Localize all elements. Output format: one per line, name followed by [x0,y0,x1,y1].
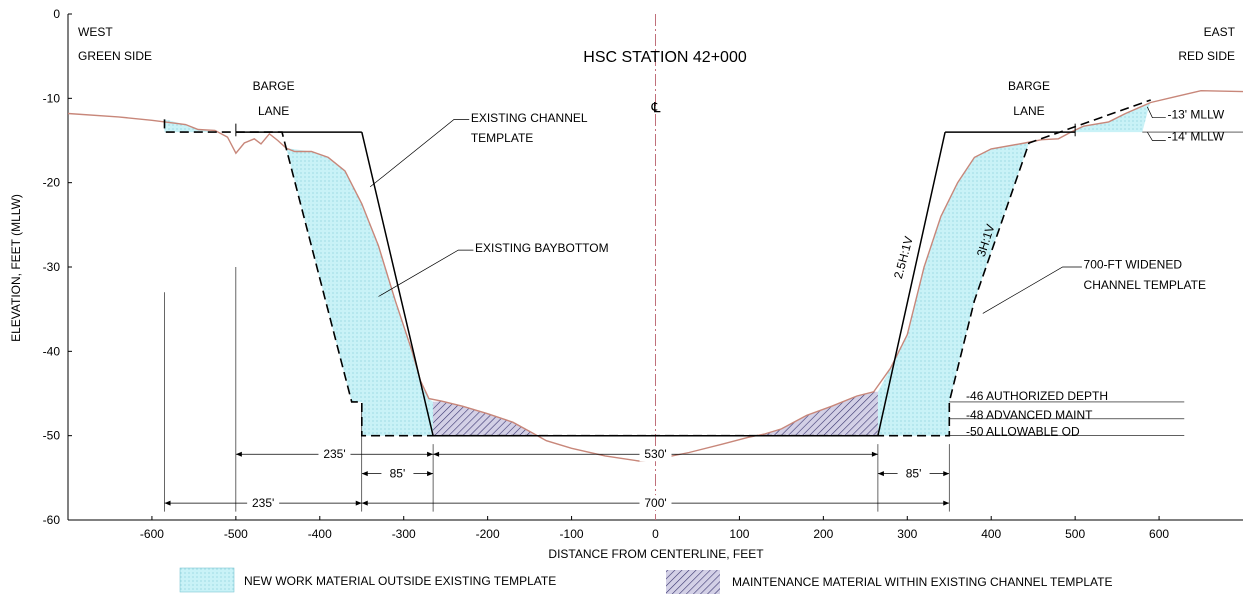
dimension-label: 85' [906,467,922,481]
legend-swatch-new-work [179,567,235,593]
y-tick-label: 0 [53,7,60,21]
template-lines [67,14,1243,520]
maintenance-region [433,401,534,436]
x-tick-label: 400 [981,527,1001,541]
leader-line [378,249,474,297]
legend: NEW WORK MATERIAL OUTSIDE EXISTING TEMPL… [179,567,1113,594]
legend-swatch-maintenance [666,570,720,594]
dimension-arrow [427,451,434,457]
dimension-arrow [943,500,950,506]
dimension-label: 85' [390,467,406,481]
x-tick-label: -200 [476,527,500,541]
leader-line [1146,106,1166,119]
dimension-label-bg [318,446,351,462]
annotation-label: -46 AUTHORIZED DEPTH [966,389,1108,403]
east-label: EAST [1204,25,1236,39]
plot-frame: -600 -500 -400 -300 -200 -100 0 100 200 300 400 500… [43,7,1243,541]
dimension-label-bg [381,465,414,481]
annotation-label: -48 ADVANCED MAINT [966,408,1093,422]
dimension-label-bg [247,495,280,511]
centerline-symbol: ℄ [651,99,661,115]
new-work-region [1070,100,1151,133]
dimension-label: 235' [323,447,345,461]
x-tick-label: -400 [308,527,332,541]
annotation-label: LANE [258,104,289,118]
annotation-label: -13' MLLW [1167,108,1224,122]
dimension-label-bg [639,495,672,511]
x-tick-label: 0 [652,527,659,541]
dimension-lines: 235' 85' 530' 85' 235' 700' [164,267,950,512]
new-work-region [164,119,215,133]
annotation-label: TEMPLATE [471,131,533,145]
annotation-label: -14' MLLW [1167,130,1224,144]
maintenance-region [756,391,878,436]
dimension-label-bg [639,446,672,462]
annotation-label: CHANNEL TEMPLATE [1084,278,1206,292]
leader-line [982,266,1082,314]
dimension-label: 700' [644,496,666,510]
dimension-arrow [871,451,878,457]
annotation-label: LANE [1013,104,1044,118]
dimension-arrow [164,500,171,506]
y-axis-title: ELEVATION, FEET (MLLW) [9,194,23,342]
annotation-labels: BARGE LANE BARGE LANE EXISTING CHANNEL TEMPLA… [253,79,1225,439]
annotation-label: EXISTING CHANNEL [471,111,588,125]
leader-line [1147,131,1166,141]
existing-channel-template-line [361,131,946,437]
dimension-arrow [235,451,242,457]
x-tick-label: 200 [813,527,833,541]
legend-label-new-work: NEW WORK MATERIAL OUTSIDE EXISTING TEMPL… [244,574,556,588]
new-work-region [877,143,1029,436]
dimension-arrow [943,471,950,477]
dimension-arrow [361,500,368,506]
y-tick-label: -60 [43,513,61,527]
y-tick-label: -40 [43,344,61,358]
x-tick-label: 600 [1149,527,1169,541]
dimension-label-bg [897,465,930,481]
material-fills [164,100,1151,436]
dimension-arrow [427,471,434,477]
y-tick-label: -10 [43,91,61,105]
y-tick-label: -20 [43,176,61,190]
slope-label: 2.5H:1V [891,235,916,281]
annotation-label: 700-FT WIDENED [1084,258,1183,272]
dimension-arrow [361,471,368,477]
annotation-label: BARGE [1008,79,1050,93]
x-tick-label: 500 [1065,527,1085,541]
y-tick-label: -30 [43,260,61,274]
x-tick-label: 300 [897,527,917,541]
x-axis-title: DISTANCE FROM CENTERLINE, FEET [548,547,764,561]
legend-label-maintenance: MAINTENANCE MATERIAL WITHIN EXISTING CHA… [732,575,1113,589]
x-tick-label: -300 [392,527,416,541]
annotation-label: -50 ALLOWABLE OD [966,425,1080,439]
x-tick-label: -600 [140,527,164,541]
east-side-label: RED SIDE [1178,49,1235,63]
dimension-label: 530' [644,447,666,461]
annotation-label: EXISTING BAYBOTTOM [475,241,609,255]
annotation-label: BARGE [253,79,295,93]
existing-baybottom-line [67,89,1243,462]
dimension-arrow [877,471,884,477]
dimension-arrow [355,500,362,506]
plot-title: HSC STATION 42+000 [583,49,747,66]
dimension-arrow [433,451,440,457]
x-tick-label: 100 [729,527,749,541]
x-tick-label: -100 [560,527,584,541]
leader-line [369,119,470,188]
x-tick-label: -500 [224,527,248,541]
west-label: WEST [78,25,113,39]
west-side-label: GREEN SIDE [78,49,152,63]
y-tick-label: -50 [43,429,61,443]
new-work-region [286,148,434,436]
dimension-label: 235' [252,496,274,510]
